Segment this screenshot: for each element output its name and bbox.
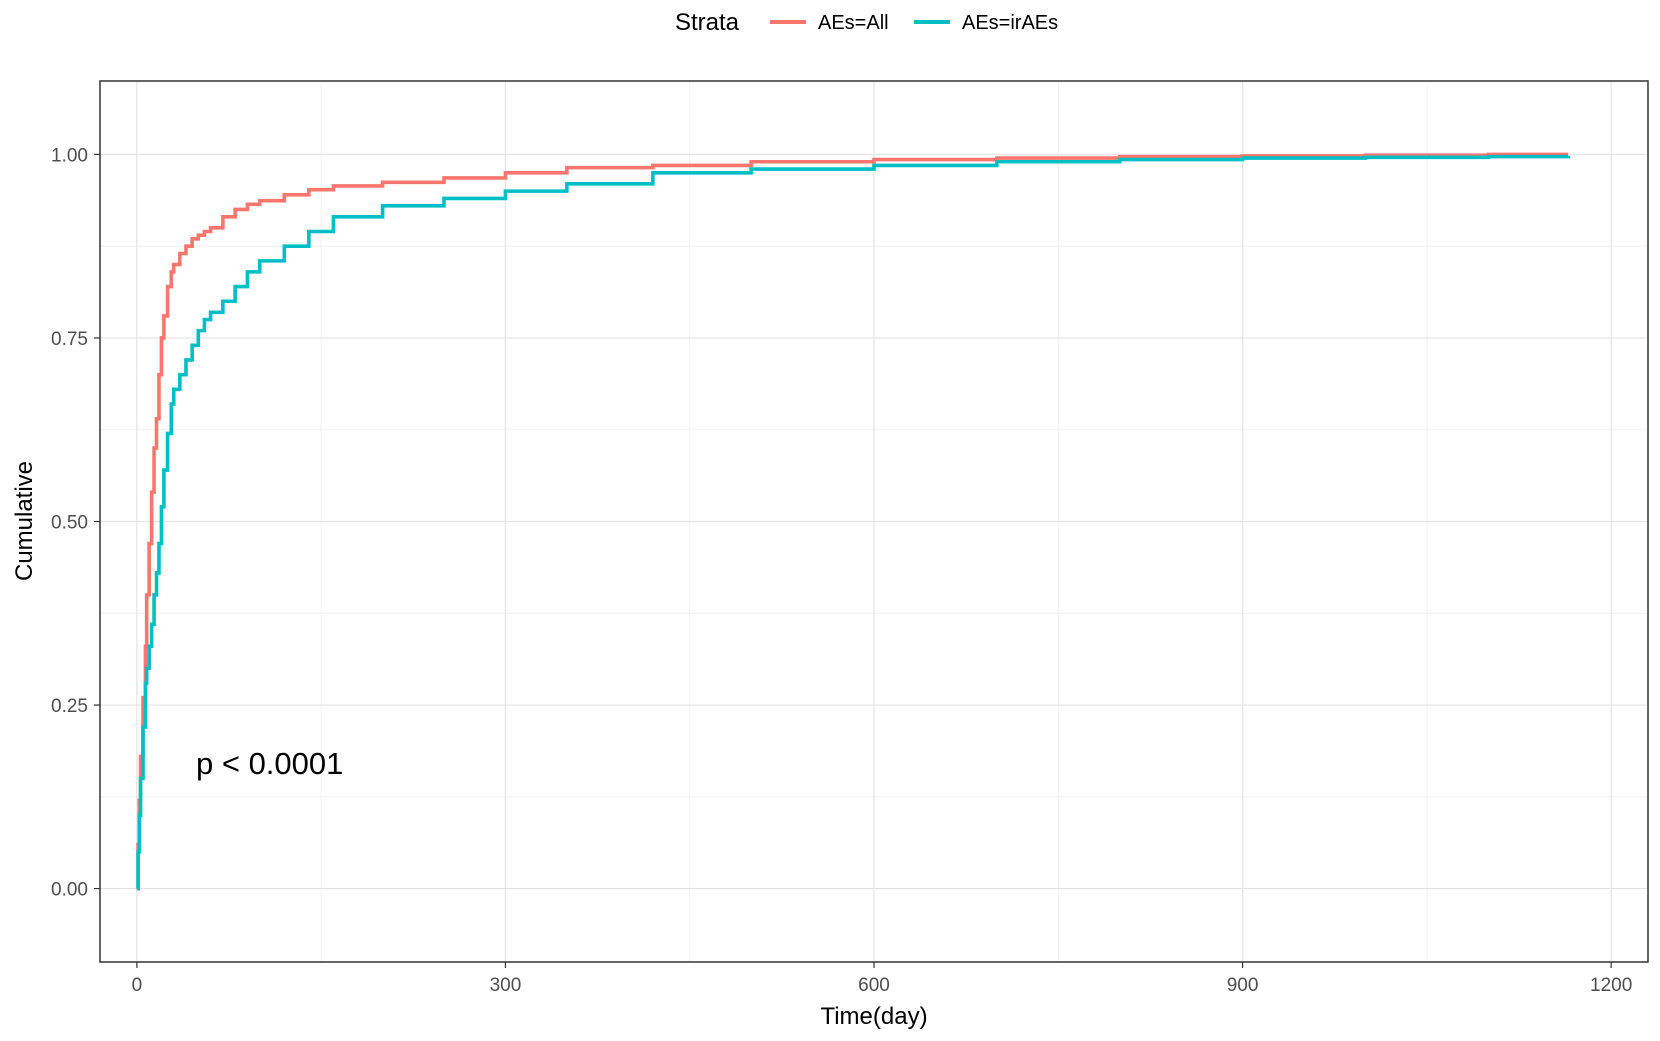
legend-title: Strata <box>675 9 740 36</box>
p-value-annotation: p < 0.0001 <box>196 746 343 781</box>
series-line-1 <box>136 152 1569 891</box>
series-line-2 <box>136 154 1570 891</box>
x-tick-label: 1200 <box>1590 975 1632 996</box>
y-tick-label: 0.50 <box>51 513 88 534</box>
y-tick-label: 1.00 <box>51 145 88 166</box>
y-tick-label: 0.00 <box>51 880 88 901</box>
y-tick-label: 0.25 <box>51 696 88 717</box>
x-axis-title: Time(day) <box>820 1003 927 1030</box>
legend-label-series-1: AEs=All <box>818 12 889 34</box>
x-tick-label: 300 <box>490 975 522 996</box>
x-tick-label: 600 <box>858 975 890 996</box>
y-axis-title: Cumulative <box>11 461 38 581</box>
y-tick-label: 0.75 <box>51 329 88 350</box>
x-tick-label: 0 <box>132 975 143 996</box>
series-lines <box>136 152 1570 891</box>
legend: Strata AEs=All AEs=irAEs <box>675 9 1058 36</box>
x-tick-label: 900 <box>1227 975 1259 996</box>
axis-ticks: 0 300 600 900 1200 0.00 0.25 0.50 0.75 1.00 <box>51 145 1632 996</box>
legend-label-series-2: AEs=irAEs <box>962 12 1058 34</box>
